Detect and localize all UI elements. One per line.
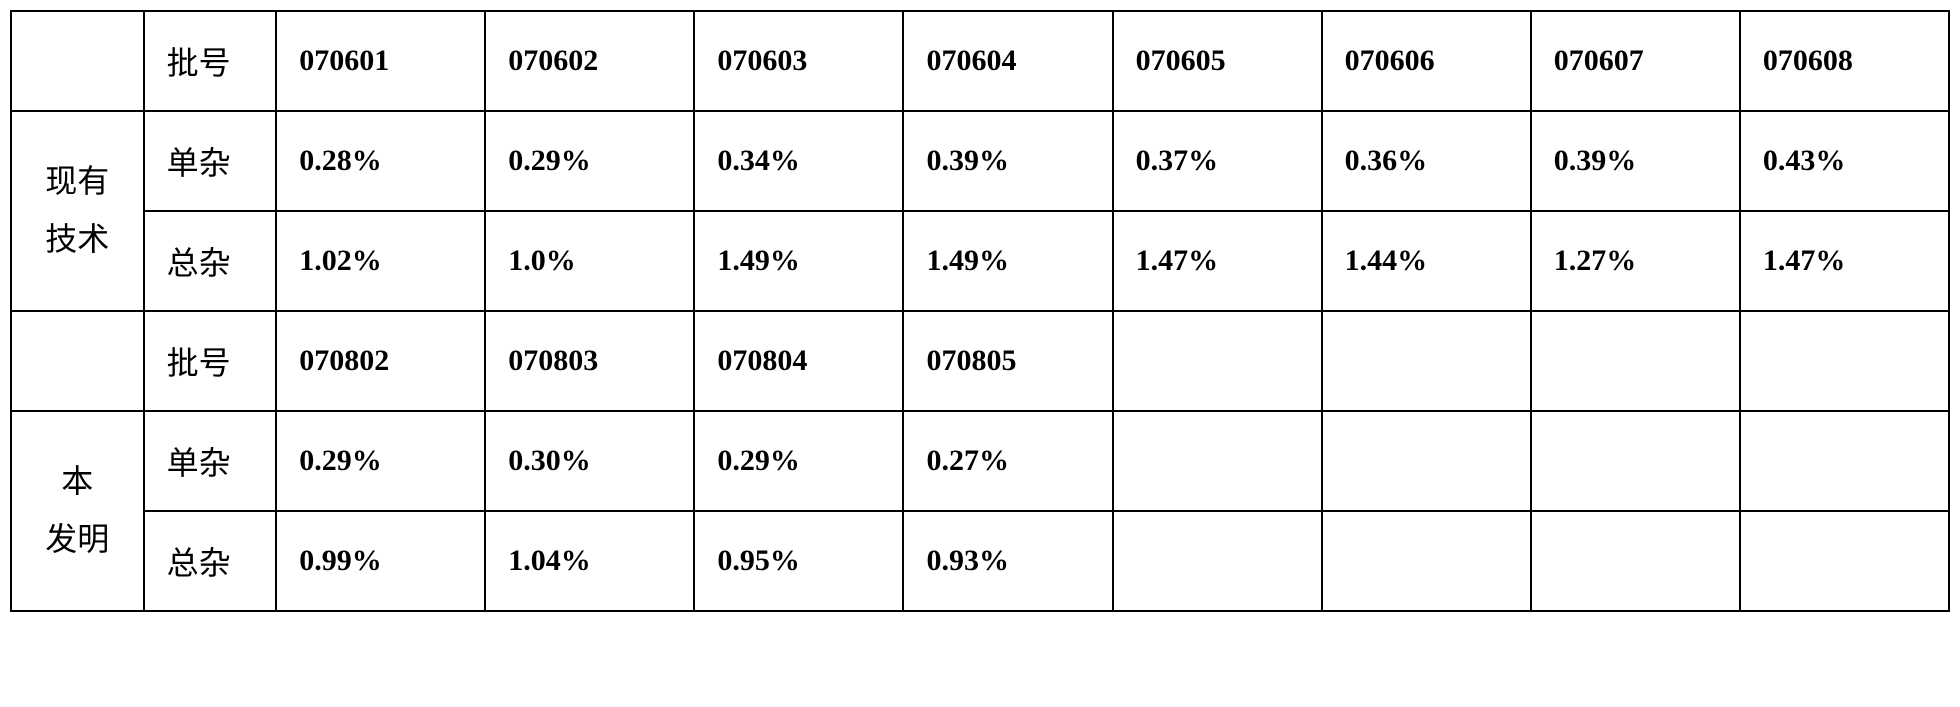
cell — [1531, 511, 1740, 611]
row-header-batch: 批号 — [144, 311, 277, 411]
cell: 070606 — [1322, 11, 1531, 111]
cell: 1.44% — [1322, 211, 1531, 311]
table-row: 批号 070802 070803 070804 070805 — [11, 311, 1949, 411]
cell: 0.27% — [903, 411, 1112, 511]
cell: 0.39% — [1531, 111, 1740, 211]
cell: 0.36% — [1322, 111, 1531, 211]
group-label-prior-art: 现有 技术 — [11, 111, 144, 311]
cell: 0.93% — [903, 511, 1112, 611]
cell: 0.95% — [694, 511, 903, 611]
cell — [1113, 311, 1322, 411]
cell: 1.49% — [694, 211, 903, 311]
cell: 0.29% — [276, 411, 485, 511]
cell: 0.43% — [1740, 111, 1949, 211]
cell: 1.47% — [1113, 211, 1322, 311]
cell: 0.29% — [694, 411, 903, 511]
cell: 0.28% — [276, 111, 485, 211]
group-label-invention: 本 发明 — [11, 411, 144, 611]
row-header-single: 单杂 — [144, 411, 277, 511]
table-row: 总杂 0.99% 1.04% 0.95% 0.93% — [11, 511, 1949, 611]
cell: 0.30% — [485, 411, 694, 511]
row-header-batch: 批号 — [144, 11, 277, 111]
cell: 070805 — [903, 311, 1112, 411]
cell — [1740, 411, 1949, 511]
cell: 070607 — [1531, 11, 1740, 111]
cell: 0.37% — [1113, 111, 1322, 211]
cell: 070802 — [276, 311, 485, 411]
cell — [1113, 411, 1322, 511]
cell — [1740, 311, 1949, 411]
cell: 070604 — [903, 11, 1112, 111]
row-header-single: 单杂 — [144, 111, 277, 211]
group-label-blank — [11, 11, 144, 111]
cell — [1740, 511, 1949, 611]
group-label-text: 本 发明 — [45, 463, 109, 557]
cell: 070603 — [694, 11, 903, 111]
cell — [1531, 311, 1740, 411]
group-label-text: 现有 技术 — [45, 163, 109, 257]
cell: 1.27% — [1531, 211, 1740, 311]
table-row: 批号 070601 070602 070603 070604 070605 07… — [11, 11, 1949, 111]
cell: 1.47% — [1740, 211, 1949, 311]
cell — [1113, 511, 1322, 611]
cell — [1322, 311, 1531, 411]
table-row: 总杂 1.02% 1.0% 1.49% 1.49% 1.47% 1.44% 1.… — [11, 211, 1949, 311]
cell: 0.34% — [694, 111, 903, 211]
cell: 0.29% — [485, 111, 694, 211]
table-row: 现有 技术 单杂 0.28% 0.29% 0.34% 0.39% 0.37% 0… — [11, 111, 1949, 211]
cell: 070804 — [694, 311, 903, 411]
cell: 070605 — [1113, 11, 1322, 111]
cell: 070803 — [485, 311, 694, 411]
cell: 1.49% — [903, 211, 1112, 311]
cell — [1322, 511, 1531, 611]
cell: 0.99% — [276, 511, 485, 611]
row-header-total: 总杂 — [144, 211, 277, 311]
cell: 070608 — [1740, 11, 1949, 111]
cell: 0.39% — [903, 111, 1112, 211]
cell — [1531, 411, 1740, 511]
cell — [1322, 411, 1531, 511]
data-table: 批号 070601 070602 070603 070604 070605 07… — [10, 10, 1950, 612]
group-label-blank — [11, 311, 144, 411]
cell: 070602 — [485, 11, 694, 111]
cell: 070601 — [276, 11, 485, 111]
table-row: 本 发明 单杂 0.29% 0.30% 0.29% 0.27% — [11, 411, 1949, 511]
cell: 1.02% — [276, 211, 485, 311]
row-header-total: 总杂 — [144, 511, 277, 611]
cell: 1.0% — [485, 211, 694, 311]
cell: 1.04% — [485, 511, 694, 611]
